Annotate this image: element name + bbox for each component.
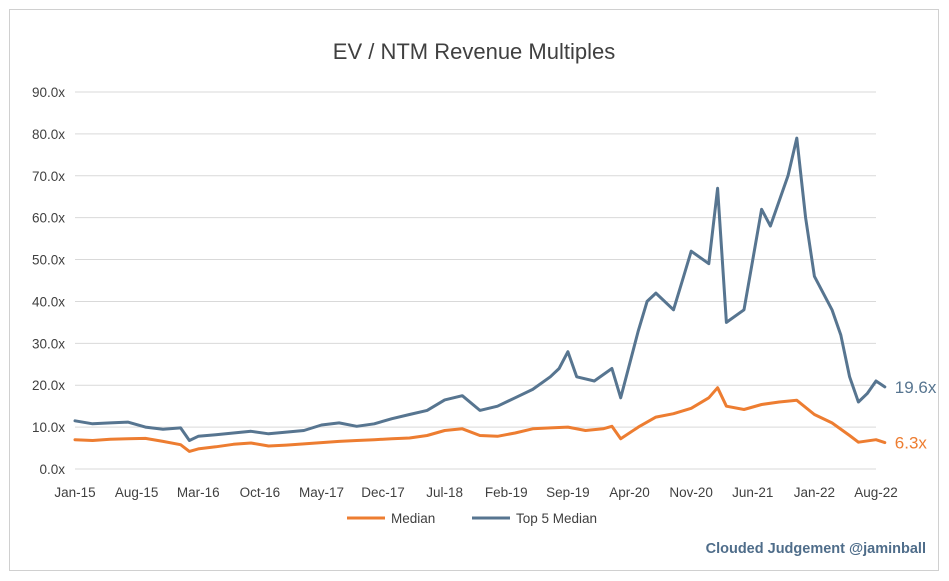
y-tick-label: 40.0x — [32, 294, 65, 309]
y-tick-label: 20.0x — [32, 378, 65, 393]
x-tick-label: Aug-22 — [854, 485, 898, 500]
top5-median-line — [73, 136, 887, 442]
x-tick-label: Jul-18 — [426, 485, 463, 500]
median-line — [73, 386, 887, 453]
legend-median: Median — [347, 511, 435, 526]
y-axis-ticks: 0.0x 10.0x 20.0x 30.0x 40.0x 50.0x 60.0x 70.0x 8… — [32, 85, 65, 477]
x-tick-label: Jan-15 — [54, 485, 95, 500]
x-tick-label: May-17 — [299, 485, 344, 500]
x-tick-label: Jan-22 — [794, 485, 835, 500]
x-tick-label: Apr-20 — [609, 485, 650, 500]
x-tick-label: Sep-19 — [546, 485, 590, 500]
gridlines — [75, 91, 876, 470]
legend-label: Median — [391, 511, 435, 526]
series-lines — [73, 136, 887, 453]
x-tick-label: Nov-20 — [669, 485, 713, 500]
x-tick-label: Jun-21 — [732, 485, 773, 500]
legend: Median Top 5 Median — [347, 511, 597, 526]
credit-text: Clouded Judgement @jaminball — [706, 541, 926, 557]
chart-title: EV / NTM Revenue Multiples — [333, 39, 615, 64]
x-tick-label: Mar-16 — [177, 485, 220, 500]
median-end-label: 6.3x — [895, 434, 928, 453]
top5-median-end-label: 19.6x — [895, 378, 937, 397]
y-tick-label: 90.0x — [32, 85, 65, 100]
y-tick-label: 0.0x — [39, 462, 65, 477]
x-axis-ticks: Jan-15 Aug-15 Mar-16 Oct-16 May-17 Dec-17 Jul-… — [54, 485, 897, 500]
y-tick-label: 50.0x — [32, 253, 65, 268]
x-tick-label: Aug-15 — [115, 485, 159, 500]
y-tick-label: 70.0x — [32, 169, 65, 184]
x-tick-label: Feb-19 — [485, 485, 528, 500]
chart-frame — [9, 9, 939, 571]
y-tick-label: 80.0x — [32, 127, 65, 142]
x-tick-label: Oct-16 — [240, 485, 281, 500]
legend-label: Top 5 Median — [516, 511, 597, 526]
y-tick-label: 10.0x — [32, 420, 65, 435]
legend-top5-median: Top 5 Median — [472, 511, 597, 526]
y-tick-label: 60.0x — [32, 211, 65, 226]
x-tick-label: Dec-17 — [361, 485, 405, 500]
y-tick-label: 30.0x — [32, 336, 65, 351]
end-labels: 6.3x 19.6x — [895, 378, 937, 453]
